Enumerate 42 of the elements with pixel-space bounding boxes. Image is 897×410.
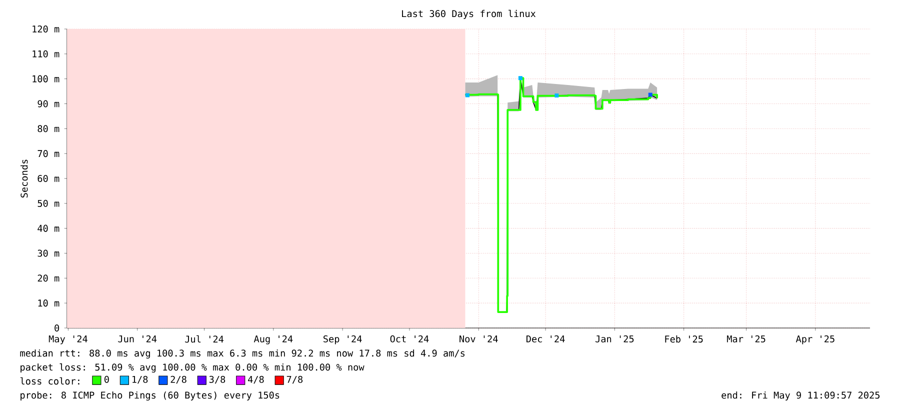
x-tick-label: Apr '25: [796, 335, 834, 344]
y-tick-label: 90 m: [38, 100, 60, 108]
legend-label: 7/8: [286, 376, 303, 384]
text: probe: 8 ICMP Echo Pings (60 Bytes) every 150s: [20, 391, 280, 401]
text: end: Fri May 9 11:09:57 2025: [722, 391, 880, 401]
y-tick-label: 50 m: [38, 200, 60, 207]
point: [554, 94, 559, 98]
y-tick-label: 60 m: [38, 174, 60, 182]
x-tick-label: Feb '25: [665, 335, 703, 343]
y-tick-label: 80 m: [38, 125, 60, 132]
x-tick-label: May '24: [48, 335, 88, 344]
y-tick-label: 10 m: [38, 300, 60, 307]
legend-label: 1/8: [132, 376, 148, 384]
legend-title: loss color:: [20, 377, 80, 385]
x-tick-label: Jun '24: [118, 335, 157, 342]
x-tick-label: Aug '24: [254, 335, 293, 344]
y-tick-label: 120 m: [32, 25, 60, 33]
y-tick-label: 110 m: [32, 50, 60, 58]
y-tick-label: 30 m: [38, 250, 60, 257]
point: [518, 76, 522, 80]
x-tick-label: Mar '25: [727, 335, 766, 342]
text: median rtt: 88.0 ms avg 100.3 ms max 6.3 ms min 92.2 ms now 17.8 ms sd 4.9 am/s: [20, 349, 465, 359]
y-tick-label: 40 m: [38, 224, 60, 232]
y-tick-label: 0: [54, 324, 60, 332]
x-tick-label: Nov '24: [460, 335, 498, 342]
y-tick-label: 100 m: [32, 75, 60, 82]
chart-title: Last 360 Days from linux: [402, 10, 536, 19]
legend-label: 3/8: [209, 376, 226, 384]
y-tick-label: 20 m: [38, 274, 60, 282]
legend-label: 4/8: [248, 376, 264, 384]
point: [648, 92, 652, 97]
x-tick-label: Sep '24: [324, 335, 362, 344]
x-tick-label: Dec '24: [526, 335, 565, 342]
text: packet loss: 51.09 % avg 100.00 % max 0.00 % min 100.00 % now: [20, 363, 364, 373]
x-tick-label: Jul '24: [185, 335, 224, 343]
point: [465, 93, 470, 98]
x-tick-label: Oct '24: [390, 335, 429, 342]
x-tick-label: Jan '25: [596, 335, 634, 342]
legend-label: 2/8: [170, 376, 186, 384]
y-tick-label: 70 m: [38, 150, 60, 158]
y-axis-title: Seconds: [20, 160, 28, 198]
legend-label: 0: [104, 376, 109, 383]
